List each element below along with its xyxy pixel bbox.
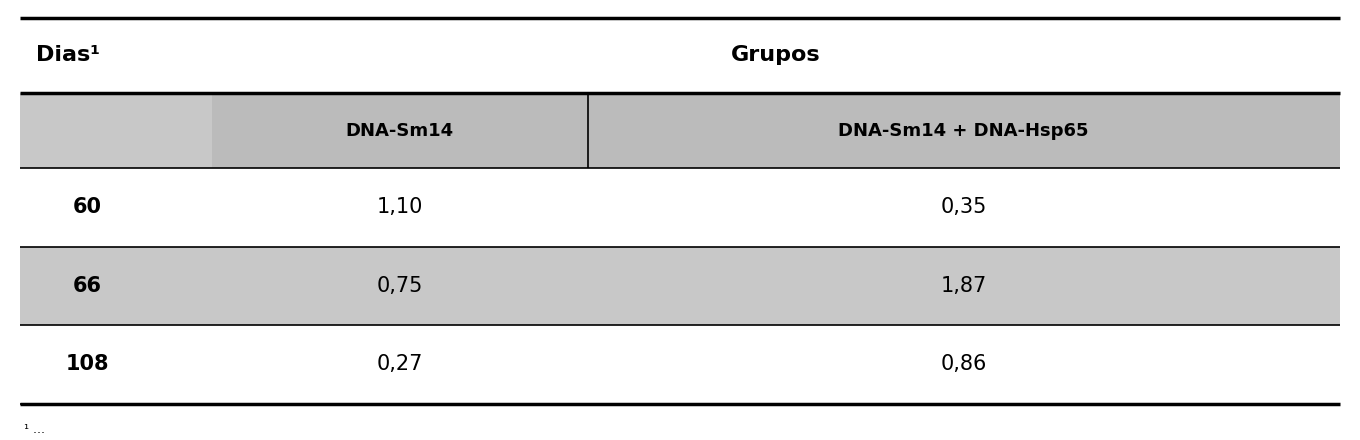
Text: 0,86: 0,86 bbox=[941, 355, 987, 374]
Text: 1,87: 1,87 bbox=[941, 276, 987, 296]
Text: 60: 60 bbox=[73, 198, 102, 217]
Bar bbox=[212, 93, 1340, 168]
Text: 0,27: 0,27 bbox=[377, 355, 423, 374]
Text: Dias¹: Dias¹ bbox=[37, 45, 101, 65]
Bar bbox=[20, 325, 1340, 404]
Text: 66: 66 bbox=[73, 276, 102, 296]
Text: 108: 108 bbox=[65, 355, 109, 374]
Text: Grupos: Grupos bbox=[730, 45, 820, 65]
Text: ¹ ...: ¹ ... bbox=[24, 423, 45, 436]
Text: DNA-Sm14 + DNA-Hsp65: DNA-Sm14 + DNA-Hsp65 bbox=[838, 121, 1089, 139]
Bar bbox=[20, 247, 1340, 325]
Text: 1,10: 1,10 bbox=[377, 198, 423, 217]
Bar bbox=[20, 93, 212, 168]
Text: 0,35: 0,35 bbox=[941, 198, 987, 217]
Bar bbox=[20, 18, 1340, 93]
Bar bbox=[20, 168, 1340, 247]
Text: 0,75: 0,75 bbox=[377, 276, 423, 296]
Text: DNA-Sm14: DNA-Sm14 bbox=[345, 121, 454, 139]
